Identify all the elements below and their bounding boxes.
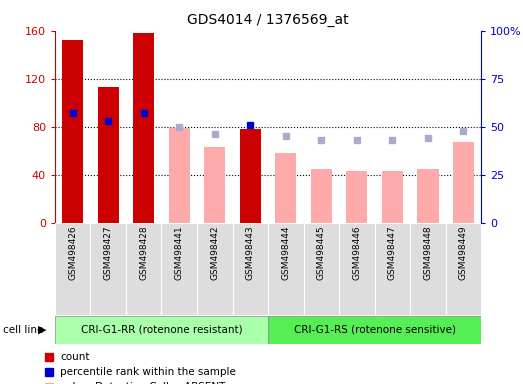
Text: GSM498428: GSM498428 [139,225,148,280]
Bar [240,129,261,223]
Bar [90,223,126,315]
Bar [97,87,119,223]
Bar [303,223,339,315]
Bar [275,153,297,223]
Bar [268,223,303,315]
Text: GSM498441: GSM498441 [175,225,184,280]
Bar [126,223,162,315]
Bar [382,171,403,223]
Bar [55,223,90,315]
Bar [162,223,197,315]
Bar [417,169,438,223]
Text: cell line: cell line [3,325,43,335]
Text: GSM498443: GSM498443 [246,225,255,280]
Text: count: count [60,352,90,362]
Bar [346,171,368,223]
Text: value, Detection Call = ABSENT: value, Detection Call = ABSENT [60,382,225,384]
Bar [453,142,474,223]
Bar [197,223,233,315]
Text: GSM498449: GSM498449 [459,225,468,280]
Bar [311,169,332,223]
Text: GSM498427: GSM498427 [104,225,112,280]
Bar [446,223,481,315]
Text: GSM498448: GSM498448 [424,225,433,280]
Title: GDS4014 / 1376569_at: GDS4014 / 1376569_at [187,13,349,27]
Bar [410,223,446,315]
Bar [268,316,481,344]
Text: ▶: ▶ [38,325,46,335]
Text: GSM498445: GSM498445 [317,225,326,280]
Bar [62,40,83,223]
Bar [55,316,268,344]
Text: GSM498426: GSM498426 [68,225,77,280]
Text: CRI-G1-RR (rotenone resistant): CRI-G1-RR (rotenone resistant) [81,325,242,335]
Bar [204,147,225,223]
Bar [133,33,154,223]
Bar [233,223,268,315]
Text: GSM498446: GSM498446 [353,225,361,280]
Text: GSM498447: GSM498447 [388,225,397,280]
Bar [168,128,190,223]
Text: GSM498442: GSM498442 [210,225,219,280]
Text: CRI-G1-RS (rotenone sensitive): CRI-G1-RS (rotenone sensitive) [293,325,456,335]
Bar [374,223,410,315]
Text: percentile rank within the sample: percentile rank within the sample [60,367,236,377]
Bar [339,223,374,315]
Text: GSM498444: GSM498444 [281,225,290,280]
